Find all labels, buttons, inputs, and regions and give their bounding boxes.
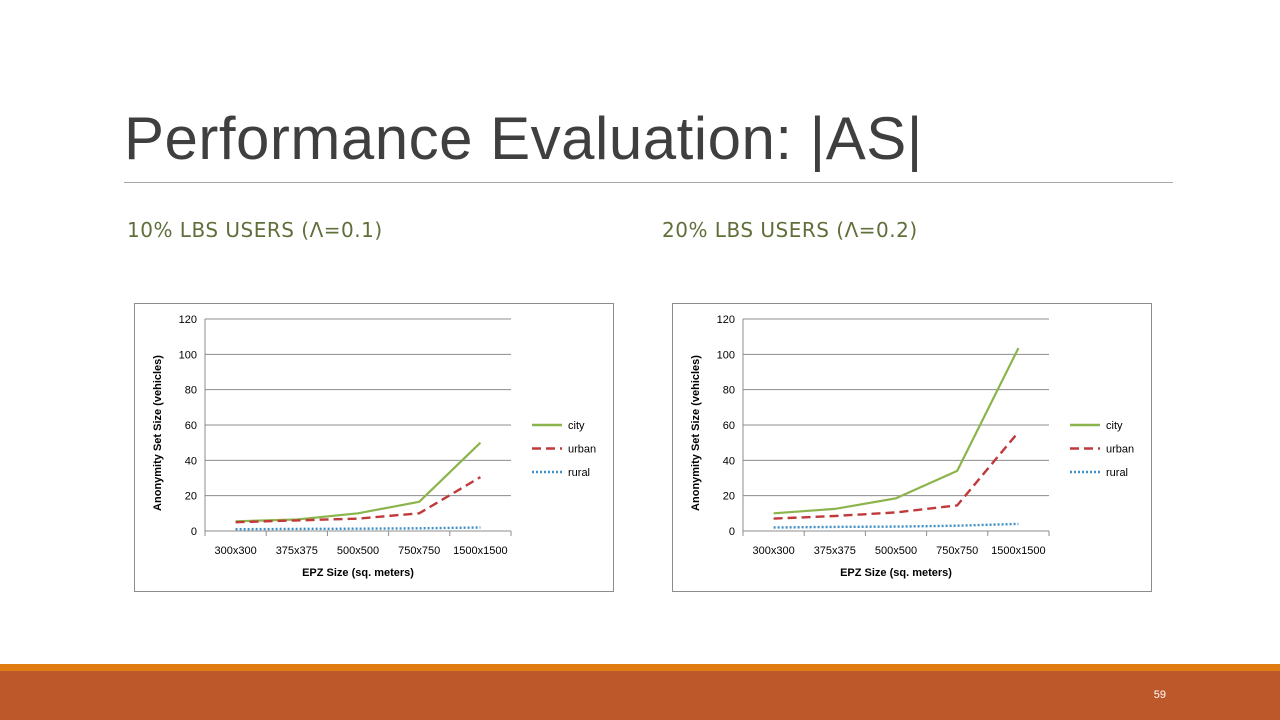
x-tick-label: 300x300: [752, 545, 794, 557]
legend-label-rural: rural: [1106, 467, 1128, 479]
legend-label-city: city: [1106, 420, 1123, 432]
y-tick-label: 0: [729, 526, 735, 538]
y-tick-label: 40: [723, 455, 735, 467]
x-axis-title: EPZ Size (sq. meters): [840, 567, 952, 579]
y-axis-title: Anonymity Set Size (vehicles): [690, 355, 702, 511]
x-tick-label: 375x375: [276, 545, 318, 557]
chart-left: 0 20 40 60 80 100 120 300x300 375x375 500x500 750x…: [134, 303, 614, 592]
y-tick-label: 60: [723, 420, 735, 432]
x-axis-title: EPZ Size (sq. meters): [302, 567, 414, 579]
series-line-city: [235, 441, 482, 523]
x-tick-label: 1500x1500: [453, 545, 507, 557]
y-tick-label: 80: [185, 385, 197, 397]
series-line-urban: [773, 431, 1020, 520]
slide-title: Performance Evaluation: |AS|: [124, 105, 923, 172]
legend-label-urban: urban: [568, 444, 596, 456]
y-tick-label: 0: [191, 526, 197, 538]
y-axis-title: Anonymity Set Size (vehicles): [152, 355, 164, 511]
chart-right: 0 20 40 60 80 100 120 300x300 375x375 500x500 750x…: [672, 303, 1152, 592]
y-tick-label: 20: [185, 491, 197, 503]
series-line-city: [773, 347, 1020, 515]
y-tick-label: 40: [185, 455, 197, 467]
legend-label-urban: urban: [1106, 444, 1134, 456]
footer-accent-stripe: [0, 664, 1280, 671]
chart-svg: 0 20 40 60 80 100 120 300x300 375x375 500x500 750x…: [690, 314, 1134, 579]
y-tick-label: 100: [717, 349, 735, 361]
legend-label-city: city: [568, 420, 585, 432]
y-tick-label: 80: [723, 385, 735, 397]
y-tick-label: 120: [179, 314, 197, 326]
chart-svg: 0 20 40 60 80 100 120 300x300 375x375 500x500 750x…: [152, 314, 596, 579]
y-tick-label: 120: [717, 314, 735, 326]
chart-heading-right: 20% LBS USERS (Λ=0.2): [662, 218, 918, 242]
x-tick-label: 375x375: [814, 545, 856, 557]
series-line-rural: [235, 526, 481, 531]
series-line-urban: [235, 476, 482, 524]
x-tick-label: 500x500: [875, 545, 917, 557]
y-tick-label: 20: [723, 491, 735, 503]
page-number: 59: [1153, 689, 1166, 701]
x-tick-label: 1500x1500: [991, 545, 1045, 557]
x-tick-label: 750x750: [936, 545, 978, 557]
x-tick-label: 500x500: [337, 545, 379, 557]
footer-bar: 59: [0, 671, 1280, 720]
x-tick-label: 750x750: [398, 545, 440, 557]
series-line-rural: [773, 522, 1019, 529]
x-tick-label: 300x300: [214, 545, 256, 557]
title-divider: [124, 182, 1173, 183]
legend-label-rural: rural: [568, 467, 590, 479]
y-tick-label: 100: [179, 349, 197, 361]
y-tick-label: 60: [185, 420, 197, 432]
chart-heading-left: 10% LBS USERS (Λ=0.1): [127, 218, 383, 242]
